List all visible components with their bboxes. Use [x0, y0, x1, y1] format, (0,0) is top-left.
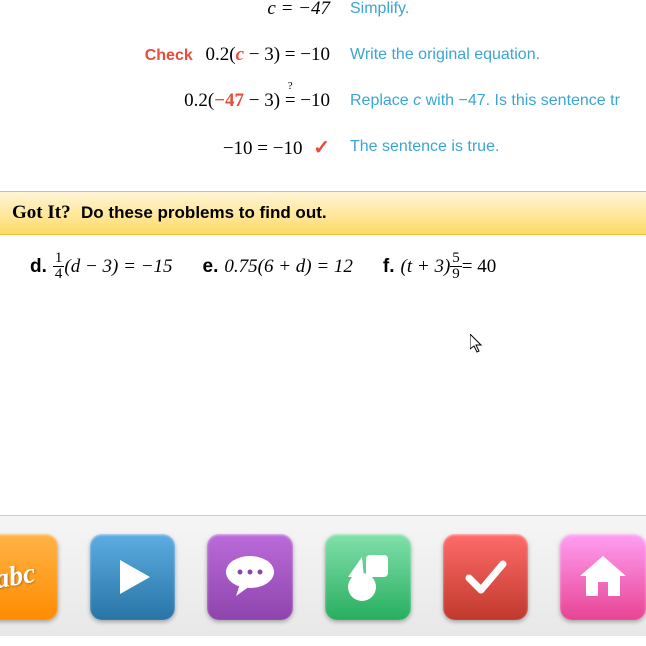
- check-label: Check: [145, 47, 193, 64]
- text-tool-button[interactable]: abc: [0, 534, 58, 620]
- simplify-row: c = −47 Simplify.: [10, 0, 636, 28]
- problem-d: d. 14 (d − 3) = −15: [30, 251, 173, 282]
- speech-bubble-icon: [222, 552, 278, 602]
- cursor-icon: [470, 334, 486, 354]
- problem-f: f. (t + 3) 59 = 40: [383, 251, 496, 282]
- simplify-eq: c = −47: [267, 0, 330, 19]
- problem-e: e. 0.75(6 + d) = 12: [203, 251, 353, 282]
- got-it-banner: Got It? Do these problems to find out.: [0, 191, 646, 235]
- comment-button[interactable]: [207, 534, 293, 620]
- check-icon: [461, 552, 511, 602]
- simplify-note: Simplify.: [350, 0, 636, 18]
- fraction-5-9: 59: [450, 251, 462, 282]
- replace-val: −47: [214, 90, 244, 111]
- verify-eq: −10 = −10: [223, 138, 303, 159]
- checkmark-icon: ✓: [313, 137, 330, 159]
- replace-row: 0.2(−47 − 3) = −10 Replace c with −47. I…: [10, 82, 636, 120]
- practice-problems: d. 14 (d − 3) = −15 e. 0.75(6 + d) = 12 …: [10, 235, 636, 298]
- verify-row: −10 = −10 ✓ The sentence is true.: [10, 128, 636, 166]
- check-var: c: [236, 44, 244, 65]
- check-note: Write the original equation.: [350, 46, 636, 64]
- check-row: Check 0.2(c − 3) = −10 Write the origina…: [10, 36, 636, 74]
- shapes-button[interactable]: [325, 534, 411, 620]
- got-it-subtitle: Do these problems to find out.: [81, 203, 327, 222]
- got-it-title: Got It?: [12, 202, 71, 223]
- check-button[interactable]: [443, 534, 529, 620]
- verify-note: The sentence is true.: [350, 138, 636, 156]
- abc-icon: abc: [0, 558, 38, 597]
- toolbar: abc: [0, 515, 646, 636]
- home-icon: [576, 552, 630, 602]
- fraction-1-4: 14: [53, 251, 65, 282]
- shapes-icon: [340, 549, 396, 605]
- home-button[interactable]: [560, 534, 646, 620]
- play-button[interactable]: [90, 534, 176, 620]
- question-equals: =: [285, 90, 296, 112]
- play-icon: [108, 552, 158, 602]
- worked-example: c = −47 Simplify. Check 0.2(c − 3) = −10…: [0, 0, 646, 298]
- replace-note: Replace c with −47. Is this sentence tr: [350, 92, 636, 110]
